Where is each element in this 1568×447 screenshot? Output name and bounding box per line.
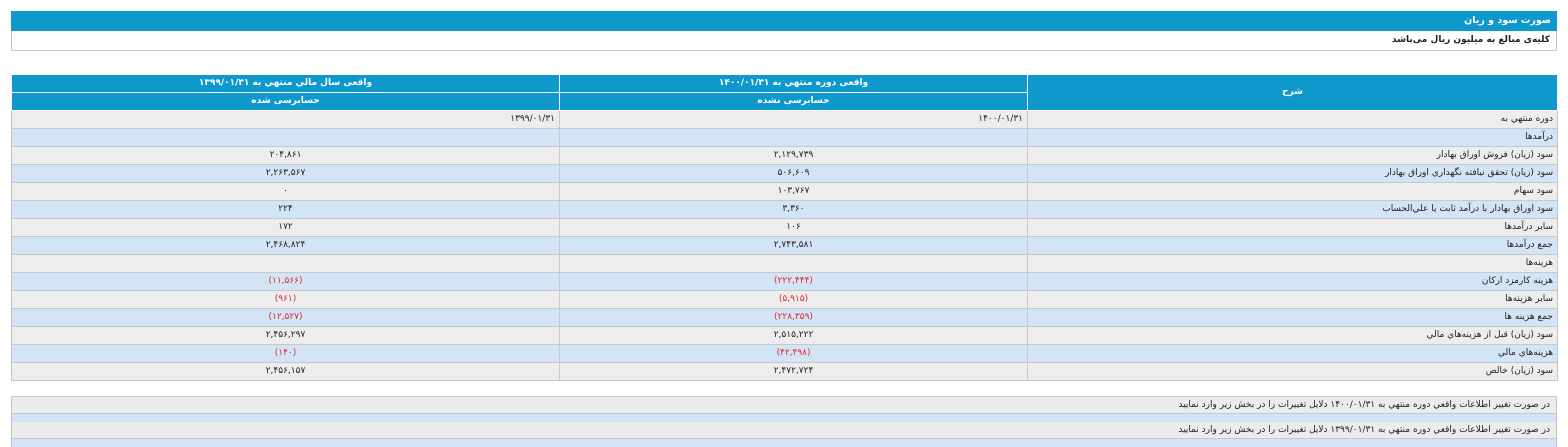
cell-prev-year-value: ۲,۴۵۶,۲۹۷ [11, 326, 560, 345]
cell-description: جمع درآمدها [1027, 236, 1558, 255]
table-body: ۱۳۹۹/۰۱/۳۱ ۱۴۰۰/۰۱/۳۱ دوره منتهي به درآمدها… [11, 110, 1558, 381]
cell-prev-year-value: ۲,۲۶۳,۵۶۷ [11, 164, 560, 183]
table-row: (۱۱,۵۶۶) (۲۲۲,۴۴۴) هزينه کارمزد ارکان [11, 272, 1558, 291]
page-title: صورت سود و زیان [11, 11, 1557, 31]
cell-prev-year-value: ۲۲۴ [11, 200, 560, 219]
table-row: ۱۷۲ ۱۰۶ ساير درآمدها [11, 218, 1558, 237]
cell-prev-year-value: (۱۱,۵۶۶) [11, 272, 560, 291]
cell-current-period-value: ۱۰۶ [559, 218, 1028, 237]
header-col-prev-year: واقعی سال مالي منتهي به ۱۳۹۹/۰۱/۳۱ [11, 74, 560, 93]
cell-description: سود (زيان) تحقق نيافته نگهداري اوراق بها… [1027, 164, 1558, 183]
table-row: (۹۶۱) (۵,۹۱۵) ساير هزينه‌ها [11, 290, 1558, 309]
table-row: ۲۰۴,۸۶۱ ۲,۱۲۹,۷۳۹ سود (زيان) فروش اوراق به… [11, 146, 1558, 165]
table-row: ۲۲۴ ۳,۳۶۰ سود اوراق بهادار با درآمد ثابت ي… [11, 200, 1558, 219]
cell-current-period-value: ۱۴۰۰/۰۱/۳۱ [559, 110, 1028, 129]
cell-description: سود (زيان) خالص [1027, 362, 1558, 381]
table-row: ۲,۴۵۶,۲۹۷ ۲,۵۱۵,۲۲۲ سود (زيان) قبل از هزين… [11, 326, 1558, 345]
cell-prev-year-value [11, 254, 560, 273]
cell-description: سود (زيان) فروش اوراق بهادار [1027, 146, 1558, 165]
table-row: ۰ ۱۰۳,۷۶۷ سود سهام [11, 182, 1558, 201]
cell-prev-year-value: ۲,۴۵۶,۱۵۷ [11, 362, 560, 381]
cell-description: دوره منتهي به [1027, 110, 1558, 129]
table-row: ۱۳۹۹/۰۱/۳۱ ۱۴۰۰/۰۱/۳۱ دوره منتهي به [11, 110, 1558, 129]
cell-prev-year-value: ۲,۴۶۸,۸۲۴ [11, 236, 560, 255]
header-audited: حسابرسی شده [11, 92, 560, 111]
cell-prev-year-value: ۱۳۹۹/۰۱/۳۱ [11, 110, 560, 129]
cell-current-period-value: ۲,۴۷۲,۷۲۴ [559, 362, 1028, 381]
cell-current-period-value: (۴۲,۴۹۸) [559, 344, 1028, 363]
cell-description: ساير درآمدها [1027, 218, 1558, 237]
cell-prev-year-value: ۰ [11, 182, 560, 201]
change-notes-section: در صورت تغيير اطلاعات واقعي دوره منتهي ب… [11, 396, 1557, 447]
cell-description: سود اوراق بهادار با درآمد ثابت يا علي‌ال… [1027, 200, 1558, 219]
cell-description: سود (زيان) قبل از هزينه‌هاي مالي [1027, 326, 1558, 345]
cell-current-period-value [559, 128, 1028, 147]
header-col-description: شرح [1027, 74, 1558, 111]
income-statement-table: واقعی سال مالي منتهي به ۱۳۹۹/۰۱/۳۱ واقعی… [11, 74, 1558, 381]
cell-current-period-value [559, 254, 1028, 273]
cell-current-period-value: (۲۲۲,۴۴۴) [559, 272, 1028, 291]
cell-prev-year-value: (۱۲,۵۲۷) [11, 308, 560, 327]
cell-prev-year-value: (۱۴۰) [11, 344, 560, 363]
header-unaudited: حسابرسی نشده [559, 92, 1028, 111]
header-col-current-period: واقعی دوره منتهي به ۱۴۰۰/۰۱/۳۱ [559, 74, 1028, 93]
cell-current-period-value: ۵۰۶,۶۰۹ [559, 164, 1028, 183]
cell-prev-year-value [11, 128, 560, 147]
cell-current-period-value: (۲۲۸,۳۵۹) [559, 308, 1028, 327]
table-row: (۱۴۰) (۴۲,۴۹۸) هزينه‌هاي مالي [11, 344, 1558, 363]
change-note-current-input[interactable] [12, 414, 1556, 422]
change-note-prev: در صورت تغيير اطلاعات واقعي دوره منتهي ب… [12, 422, 1556, 439]
cell-description: درآمدها [1027, 128, 1558, 147]
table-row: هزينه‌ها [11, 254, 1558, 273]
cell-prev-year-value: ۱۷۲ [11, 218, 560, 237]
cell-current-period-value: ۱۰۳,۷۶۷ [559, 182, 1028, 201]
change-note-current: در صورت تغيير اطلاعات واقعي دوره منتهي ب… [12, 397, 1556, 414]
currency-note: کلیه‌ی مبالغ به میلیون ریال می‌باشد [11, 31, 1557, 51]
table-row: ۲,۴۶۸,۸۲۴ ۲,۷۴۳,۵۸۱ جمع درآمدها [11, 236, 1558, 255]
cell-current-period-value: ۲,۵۱۵,۲۲۲ [559, 326, 1028, 345]
table-row: درآمدها [11, 128, 1558, 147]
table-row: ۲,۴۵۶,۱۵۷ ۲,۴۷۲,۷۲۴ سود (زيان) خالص [11, 362, 1558, 381]
cell-current-period-value: (۵,۹۱۵) [559, 290, 1028, 309]
cell-current-period-value: ۲,۷۴۳,۵۸۱ [559, 236, 1028, 255]
table-row: (۱۲,۵۲۷) (۲۲۸,۳۵۹) جمع هزينه ها [11, 308, 1558, 327]
cell-prev-year-value: ۲۰۴,۸۶۱ [11, 146, 560, 165]
table-row: ۲,۲۶۳,۵۶۷ ۵۰۶,۶۰۹ سود (زيان) تحقق نيافته ن… [11, 164, 1558, 183]
cell-description: هزينه کارمزد ارکان [1027, 272, 1558, 291]
cell-description: جمع هزينه ها [1027, 308, 1558, 327]
cell-description: سود سهام [1027, 182, 1558, 201]
cell-description: هزينه‌هاي مالي [1027, 344, 1558, 363]
cell-prev-year-value: (۹۶۱) [11, 290, 560, 309]
cell-description: ساير هزينه‌ها [1027, 290, 1558, 309]
cell-current-period-value: ۲,۱۲۹,۷۳۹ [559, 146, 1028, 165]
change-note-prev-input[interactable] [12, 439, 1556, 447]
cell-current-period-value: ۳,۳۶۰ [559, 200, 1028, 219]
cell-description: هزينه‌ها [1027, 254, 1558, 273]
